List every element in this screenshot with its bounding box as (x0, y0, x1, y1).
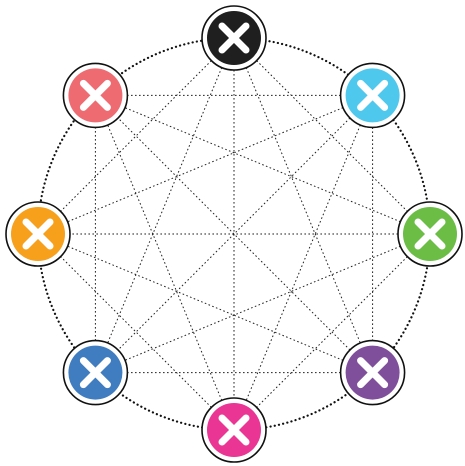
edge-node-right-node-bottom-left (95, 233, 431, 374)
node-top-right (339, 62, 406, 129)
close-icon-stroke (218, 414, 250, 446)
node-left (5, 201, 71, 267)
close-icon (357, 79, 389, 111)
close-icon-stroke (79, 79, 111, 111)
close-icon (22, 218, 54, 250)
edge-node-bottom-right-node-left (37, 233, 373, 374)
edge-node-top-right-node-bottom-left (95, 95, 373, 373)
edge-node-top-node-bottom-right (233, 37, 374, 373)
close-icon (357, 357, 389, 389)
close-icon-stroke (79, 357, 111, 389)
edge-node-top-node-bottom-left (94, 37, 235, 373)
node-bottom-left (62, 339, 129, 406)
close-icon (218, 22, 250, 54)
edge-node-bottom-node-top-left (94, 95, 235, 431)
node-right (397, 201, 463, 267)
close-icon-stroke (414, 218, 446, 250)
close-icon-stroke (357, 79, 389, 111)
node-top-left (62, 62, 129, 129)
edge-layer (37, 37, 431, 431)
close-icon-stroke (22, 218, 54, 250)
edge-node-right-node-top-left (95, 94, 431, 235)
close-icon-stroke (218, 22, 250, 54)
close-icon (218, 414, 250, 446)
edge-node-bottom-right-node-top-left (95, 95, 373, 373)
edge-node-top-right-node-left (37, 94, 373, 235)
node-bottom (201, 397, 267, 463)
node-layer (5, 5, 463, 463)
node-bottom-right (339, 339, 406, 406)
close-icon-stroke (357, 357, 389, 389)
close-icon (79, 357, 111, 389)
node-top (201, 5, 267, 71)
close-icon (79, 79, 111, 111)
edge-node-top-right-node-bottom (233, 95, 374, 431)
close-icon (414, 218, 446, 250)
